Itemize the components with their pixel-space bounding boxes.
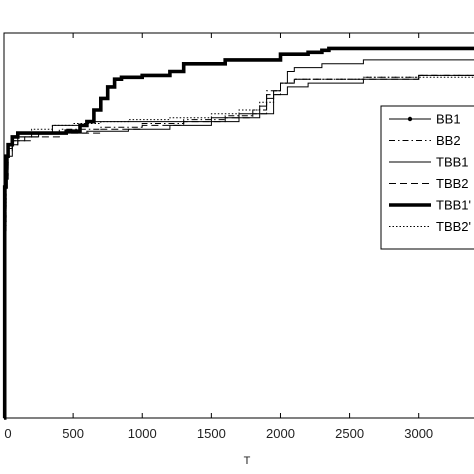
legend-label-tbb1-prime: TBB1': [436, 198, 471, 213]
legend: BB1 BB2 TBB1 TBB2 TBB1' TBB2': [380, 105, 474, 250]
x-tick-label: 2000: [266, 426, 295, 441]
legend-label-tbb1: TBB1: [436, 155, 469, 170]
x-tick-label: 0: [4, 426, 11, 441]
series-line-tbb1-prime: [2, 46, 474, 420]
legend-label-tbb2-prime: TBB2': [436, 219, 471, 234]
x-tick-label: 500: [62, 426, 84, 441]
legend-box: [380, 105, 474, 250]
x-tick-label: 1500: [197, 426, 226, 441]
legend-label-bb1: BB1: [436, 112, 461, 127]
legend-marker-bb1: [407, 116, 413, 122]
x-tick-label: 1000: [128, 426, 157, 441]
x-tick-label: 2500: [335, 426, 364, 441]
x-axis-label: T: [244, 455, 251, 467]
series-line-bb1: [4, 74, 474, 419]
x-tick-label: 3000: [404, 426, 433, 441]
legend-label-tbb2: TBB2: [436, 176, 469, 191]
x-axis: 0 500 1000 1500 2000 2500 3000: [3, 33, 433, 441]
series-layer: [2, 46, 474, 420]
legend-label-bb2: BB2: [436, 133, 461, 148]
